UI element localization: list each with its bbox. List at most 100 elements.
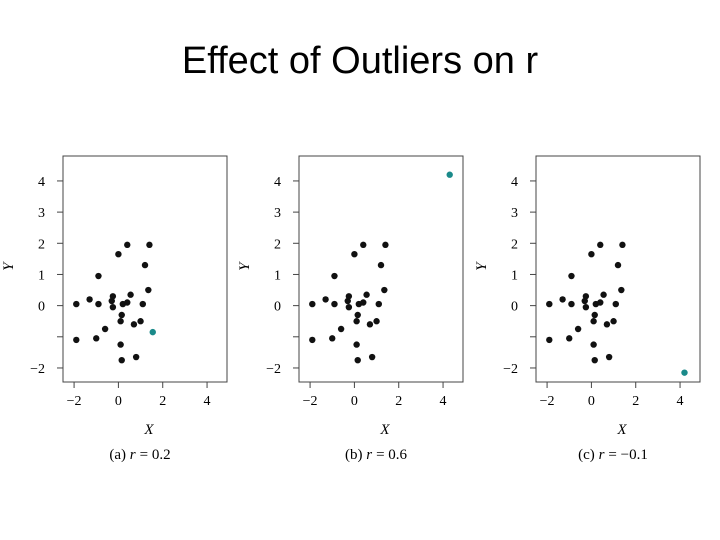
data-point — [139, 300, 146, 308]
x-tick-label: 2 — [159, 394, 166, 409]
y-tick-label: 1 — [511, 268, 518, 283]
data-point — [566, 335, 573, 342]
data-point — [93, 335, 100, 342]
y-tick-label: 3 — [511, 206, 518, 221]
caption-r-symbol: r — [366, 447, 372, 463]
plot-frame — [62, 155, 228, 383]
data-point — [353, 341, 360, 348]
scatter-panel: −2 0 2 4 −2 0 1 2 3 4 X Y (a) r = 0.2 — [1, 155, 228, 463]
data-point — [309, 300, 316, 308]
x-axis-label: X — [379, 422, 390, 438]
data-point — [101, 325, 109, 333]
x-tick-label: 4 — [677, 394, 684, 409]
data-point — [331, 300, 338, 308]
data-point — [351, 250, 358, 258]
x-tick-label: −2 — [303, 394, 318, 409]
caption-r-symbol: r — [130, 447, 136, 463]
x-tick-label: 2 — [632, 394, 639, 409]
y-tick-label: 0 — [274, 300, 281, 315]
panel-caption: (c) r = −0.1 — [578, 447, 648, 463]
data-point — [95, 300, 102, 308]
data-point — [368, 353, 376, 361]
caption-r-value: = 0.2 — [140, 447, 171, 463]
data-point — [345, 293, 353, 300]
data-point — [588, 250, 595, 258]
data-point — [141, 261, 149, 269]
data-point — [117, 318, 124, 325]
outlier-point — [149, 328, 156, 336]
x-tick-label: 0 — [588, 394, 595, 409]
data-point — [354, 356, 361, 364]
data-point — [363, 291, 370, 298]
data-point — [582, 303, 590, 311]
data-point — [146, 241, 153, 249]
data-point — [130, 321, 138, 328]
data-point — [322, 296, 329, 303]
y-tick-label: 3 — [38, 206, 45, 221]
data-point — [373, 318, 380, 325]
data-point — [614, 261, 622, 269]
x-tick-label: 0 — [115, 394, 122, 409]
data-point — [590, 318, 597, 325]
data-point — [118, 356, 125, 364]
y-tick-label: 0 — [38, 300, 45, 315]
panel-caption: (b) r = 0.6 — [345, 447, 408, 463]
x-axis-label: X — [616, 422, 627, 438]
data-point — [329, 335, 336, 342]
scatter-panel: −2 0 2 4 −2 0 1 2 3 4 X Y (b) r = 0.6 — [237, 155, 464, 463]
y-tick-label: −2 — [266, 362, 281, 377]
data-point — [618, 286, 625, 294]
y-tick-label: 4 — [38, 175, 45, 190]
data-point — [145, 286, 152, 294]
y-axis-label: Y — [237, 261, 253, 271]
y-tick-label: 3 — [274, 206, 281, 221]
data-point — [360, 241, 367, 249]
data-point — [546, 336, 553, 344]
data-point — [73, 336, 80, 344]
data-point — [132, 353, 140, 361]
data-point — [337, 325, 345, 333]
data-point — [381, 286, 388, 294]
data-point — [574, 325, 582, 333]
data-point — [612, 300, 619, 308]
panel-caption: (a) r = 0.2 — [109, 447, 170, 463]
caption-r-value: = −0.1 — [608, 447, 647, 463]
y-tick-label: 2 — [511, 237, 518, 252]
y-tick-label: 4 — [274, 175, 281, 190]
data-point — [591, 311, 598, 319]
x-tick-label: 2 — [395, 394, 402, 409]
data-point — [127, 291, 134, 298]
data-point — [109, 293, 117, 300]
x-tick-label: −2 — [67, 394, 82, 409]
plot-frame — [298, 155, 464, 383]
scatter-panel: −2 0 2 4 −2 0 1 2 3 4 X Y (c) r = −0.1 — [474, 155, 701, 463]
data-point — [582, 293, 590, 300]
y-tick-label: 2 — [38, 237, 45, 252]
outlier-point — [681, 369, 688, 376]
data-point — [597, 299, 604, 306]
y-tick-label: 4 — [511, 175, 518, 190]
y-tick-label: 0 — [511, 300, 518, 315]
caption-prefix: (a) — [109, 447, 129, 463]
data-point — [117, 341, 124, 348]
data-point — [95, 272, 102, 280]
data-point — [137, 318, 144, 325]
data-point — [86, 296, 93, 303]
data-point — [331, 272, 338, 280]
data-point — [109, 303, 117, 311]
data-point — [559, 296, 566, 303]
y-tick-label: 1 — [274, 268, 281, 283]
data-point — [366, 321, 374, 328]
data-point — [546, 300, 553, 308]
y-tick-label: −2 — [30, 362, 45, 377]
data-point — [124, 241, 131, 249]
caption-prefix: (c) — [578, 447, 598, 463]
caption-r-value: = 0.6 — [376, 447, 407, 463]
data-point — [345, 303, 353, 311]
data-point — [610, 318, 617, 325]
data-point — [73, 300, 80, 308]
x-axis-label: X — [143, 422, 154, 438]
plot-frame — [535, 155, 701, 383]
data-point — [118, 311, 125, 319]
data-point — [590, 341, 597, 348]
